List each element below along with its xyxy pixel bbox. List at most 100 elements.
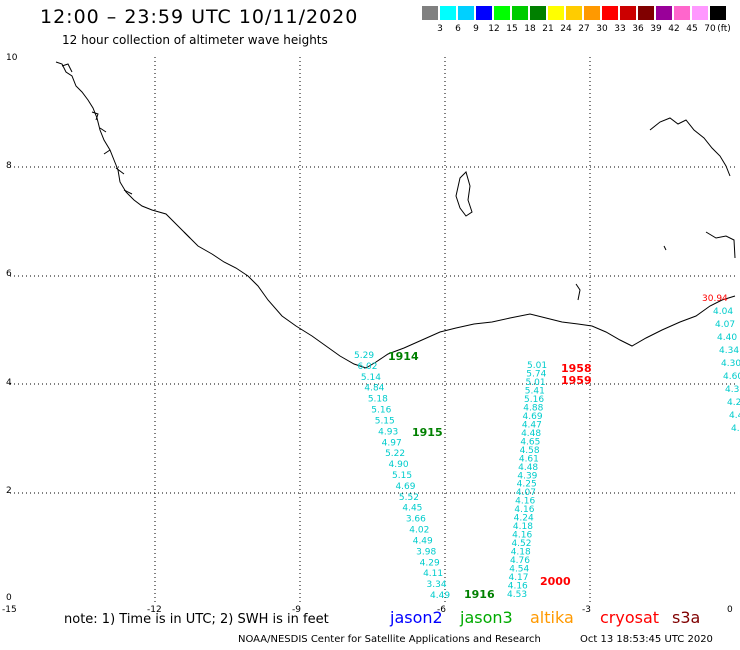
legend-label: 27 [578,24,590,34]
wave-height-value: 4.30 [721,359,740,369]
wave-height-value: 5.29 [354,351,374,361]
legend-label: 3 [437,24,443,34]
legend-swatch [548,6,564,20]
y-tick-label: 2 [6,486,12,496]
legend-label: 45 [686,24,698,34]
wave-height-value: 4.18 [513,522,533,532]
wave-height-value: 5.18 [368,395,388,405]
legend-label: 6 [455,24,461,34]
wave-height-value: 4.16 [508,582,528,592]
pass-label: 1914 [388,350,419,363]
pass-label: 1959 [561,374,592,387]
wave-height-value: 4.84 [364,384,384,394]
y-tick-label: 8 [6,161,12,171]
y-tick-label: 0 [6,593,12,603]
legend-swatch [602,6,618,20]
y-tick-label: 6 [6,269,12,279]
legend-swatch [440,6,456,20]
wave-height-value: 3.34 [427,580,447,590]
legend-label: 39 [650,24,662,34]
wave-height-value: 5.41 [525,386,545,396]
wave-height-value: 4.49 [430,591,450,601]
wave-height-value: 4.02 [409,526,429,536]
legend-label: 70 [704,24,716,34]
pass-label: 1916 [464,588,495,601]
wave-height-value: 4.29 [420,558,440,568]
legend-swatch [530,6,546,20]
wave-height-value: 6.02 [357,362,377,372]
generation-timestamp: Oct 13 18:53:45 UTC 2020 [580,634,713,645]
y-tick-label: 10 [6,53,18,63]
legend-unit: (ft) [717,24,731,34]
x-tick-label: -9 [292,605,301,615]
wave-height-value: 4.39 [517,471,537,481]
legend-label: 15 [506,24,518,34]
legend-swatch [656,6,672,20]
legend-swatch [674,6,690,20]
pass-label: 1958 [561,362,592,375]
pass-label: 2000 [540,575,571,588]
legend-swatch [638,6,654,20]
wave-height-value: 4.93 [378,427,398,437]
wave-height-value: 5.01 [526,378,546,388]
legend-swatch [512,6,528,20]
wave-height-value: 4.25 [517,480,537,490]
wave-height-value: 4.04 [713,307,733,317]
wave-height-value: 4.65 [520,437,540,447]
legend-swatch [620,6,636,20]
wave-height-value: 4.76 [510,556,530,566]
wave-height-value: 4.54 [509,565,529,575]
x-tick-label: -12 [147,605,162,615]
track-east: 30.94 4.04 4.07 4.40 4.34 4.30 4.60 4.3 4.2 4.4 4.… [702,294,740,434]
wave-height-value: 4.07 [715,320,735,330]
legend-cryosat: cryosat [600,608,660,627]
wave-height-value: 3.98 [416,547,436,557]
wave-height-value: 4.61 [519,454,539,464]
wave-height-value: 4.53 [507,590,527,600]
wave-height-value: 5.52 [399,493,419,503]
wave-height-value: 4.16 [512,531,532,541]
map-title: 12:00 – 23:59 UTC 10/11/2020 [40,6,359,28]
credit-line: NOAA/NESDIS Center for Satellite Applica… [238,634,541,645]
y-tick-label: 4 [6,378,12,388]
legend-label: 33 [614,24,626,34]
wave-height-value: 4.49 [413,536,433,546]
wave-height-value: 4.11 [423,569,443,579]
legend-label: 30 [596,24,608,34]
wave-height-value: 5.15 [392,471,412,481]
legend-swatch [494,6,510,20]
wave-height-value: 3.66 [406,515,426,525]
wave-height-value: 5.01 [527,361,547,371]
legend-label: 24 [560,24,572,34]
wave-height-value: 4.88 [523,403,543,413]
track-jason3-middle: 5.015.745.015.415.164.884.694.474.484.65… [507,361,547,600]
wave-height-value: 4.18 [511,548,531,558]
footer-note: note: 1) Time is in UTC; 2) SWH is in fe… [64,612,329,627]
grid [10,57,735,602]
wave-height-value: 4.40 [717,333,737,343]
wave-height-value: 5.16 [524,395,544,405]
wave-height-value: 4.07 [516,488,536,498]
legend-swatch [422,6,438,20]
legend-altika: altika [530,608,574,627]
map-subtitle: 12 hour collection of altimeter wave hei… [62,33,328,47]
x-tick-label: 0 [727,605,733,615]
legend-jason3: jason3 [460,608,513,627]
legend-swatch [692,6,708,20]
legend-jason2: jason2 [390,608,443,627]
wave-height-value: 5.14 [361,373,381,383]
wave-height-value: 5.22 [385,449,405,459]
wave-height-value: 4.90 [389,460,409,470]
legend-swatch [710,6,726,20]
x-tick-label: -15 [2,605,17,615]
wave-height-value: 5.15 [375,416,395,426]
wave-height-value: 5.16 [371,406,391,416]
wave-height-value: 4.3 [725,385,739,395]
wave-height-value: 4.45 [402,504,422,514]
x-tick-label: -3 [582,605,591,615]
pass-label: 1915 [412,426,443,439]
wave-height-value: 4.24 [514,514,534,524]
wave-height-value: 4.47 [522,420,542,430]
